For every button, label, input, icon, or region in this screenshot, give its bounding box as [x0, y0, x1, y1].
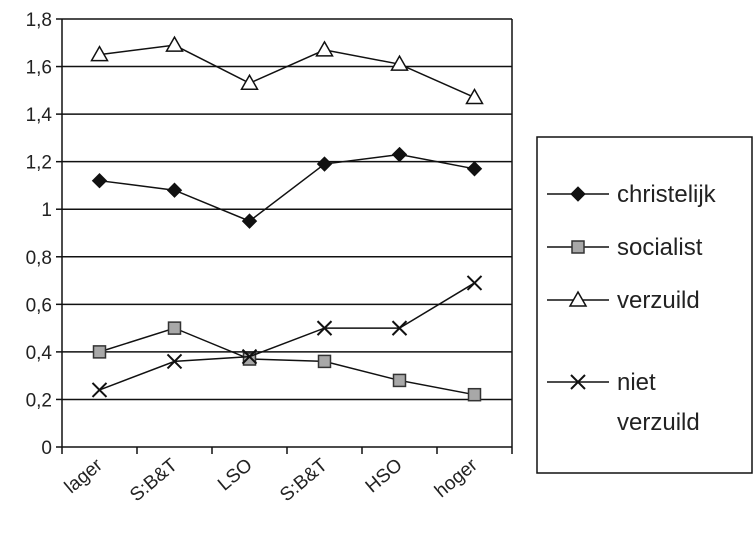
- x-tick-label: hoger: [431, 454, 482, 502]
- data-point: [92, 345, 107, 359]
- data-point: [166, 353, 183, 370]
- legend-marker: [570, 374, 586, 390]
- y-tick-label: 1,8: [26, 10, 52, 31]
- y-tick-label: 0,8: [26, 248, 52, 269]
- axes: [56, 18, 513, 454]
- data-point: [392, 373, 407, 388]
- legend-marker: [571, 240, 585, 254]
- legend-marker: [570, 186, 586, 202]
- data-point: [316, 156, 333, 172]
- legend-marker: [568, 290, 588, 307]
- data-point: [240, 73, 259, 90]
- data-point: [317, 354, 332, 369]
- data-point: [391, 146, 408, 163]
- y-tick-label: 1,2: [26, 153, 52, 174]
- legend-entry-1: socialist: [547, 234, 703, 261]
- y-tick-label: 1,6: [26, 58, 52, 79]
- grid-lines: [62, 18, 512, 401]
- legend-entry-3: niet verzuild: [547, 369, 700, 436]
- data-point: [390, 54, 409, 71]
- series-0: [91, 146, 483, 229]
- x-tick-label: HSO: [362, 455, 407, 498]
- data-point: [465, 87, 484, 105]
- data-point: [241, 348, 258, 365]
- data-point: [466, 161, 483, 177]
- data-point: [316, 320, 333, 336]
- y-tick-label: 0: [41, 438, 52, 459]
- y-tick-label: 0,2: [26, 390, 52, 411]
- series-1: [92, 321, 482, 402]
- x-tick-label: S:B&T: [126, 454, 182, 506]
- y-tick-label: 1,4: [26, 105, 53, 126]
- x-tick-label: LSO: [214, 455, 257, 496]
- series: [90, 35, 484, 402]
- x-tick-label: S:B&T: [276, 454, 332, 506]
- data-point: [391, 320, 408, 336]
- series-line-3: [99, 282, 475, 391]
- legend-entry-0: christelijk: [547, 181, 717, 208]
- series-line-2: [99, 44, 475, 99]
- data-point: [91, 382, 108, 398]
- series-line-1: [99, 327, 475, 396]
- series-3: [91, 275, 483, 398]
- data-point: [315, 40, 334, 57]
- y-tick-label: 1: [41, 200, 52, 221]
- data-point: [91, 172, 108, 189]
- x-tick-label: lager: [61, 454, 107, 498]
- y-tick-label: 0,4: [26, 343, 53, 364]
- data-point: [166, 182, 183, 198]
- series-line-0: [99, 153, 475, 222]
- legend-label: christelijk: [617, 181, 717, 208]
- data-point: [90, 45, 109, 62]
- legend-label: verzuild: [617, 287, 700, 314]
- series-2: [90, 35, 484, 105]
- data-point: [167, 321, 182, 335]
- legend-label: niet verzuild: [617, 369, 700, 436]
- data-point: [165, 35, 184, 52]
- data-point: [241, 213, 258, 229]
- legend-entry-2: verzuild: [547, 287, 700, 314]
- data-point: [467, 387, 482, 402]
- y-tick-label: 0,6: [26, 295, 52, 316]
- data-point: [466, 275, 483, 291]
- legend-label: socialist: [617, 234, 703, 261]
- legend: christelijk socialist verzuild niet verzuild: [536, 136, 753, 474]
